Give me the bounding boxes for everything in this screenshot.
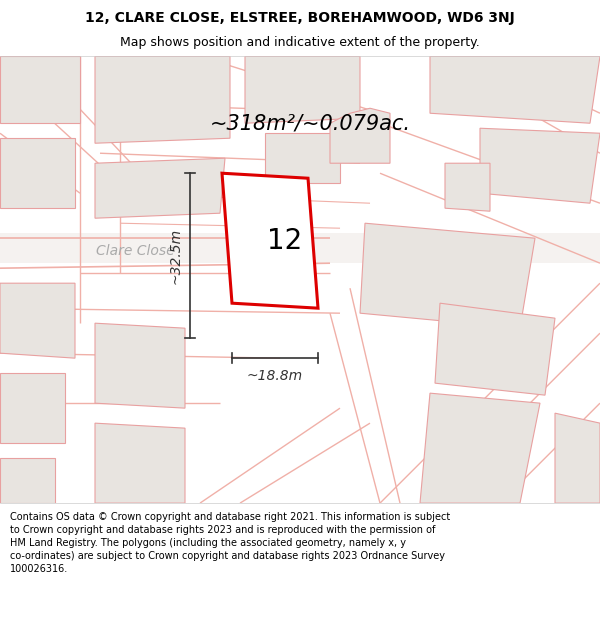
Polygon shape (435, 303, 555, 395)
Polygon shape (430, 56, 600, 123)
Text: ~318m²/~0.079ac.: ~318m²/~0.079ac. (209, 113, 410, 133)
Polygon shape (330, 108, 390, 163)
Polygon shape (95, 323, 185, 408)
Text: 12: 12 (268, 227, 302, 255)
Polygon shape (0, 138, 75, 208)
Text: ~18.8m: ~18.8m (247, 369, 303, 383)
Polygon shape (480, 128, 600, 203)
Polygon shape (265, 133, 340, 183)
Polygon shape (245, 56, 360, 123)
Text: Clare Close: Clare Close (95, 244, 175, 258)
Polygon shape (0, 373, 65, 443)
Polygon shape (95, 423, 185, 503)
Polygon shape (95, 158, 225, 218)
Polygon shape (420, 393, 540, 503)
Polygon shape (0, 283, 75, 358)
Text: Contains OS data © Crown copyright and database right 2021. This information is : Contains OS data © Crown copyright and d… (10, 512, 451, 574)
Polygon shape (95, 56, 230, 143)
Polygon shape (222, 173, 318, 308)
Text: Map shows position and indicative extent of the property.: Map shows position and indicative extent… (120, 36, 480, 49)
Polygon shape (360, 223, 535, 328)
Polygon shape (0, 458, 55, 503)
Text: 12, CLARE CLOSE, ELSTREE, BOREHAMWOOD, WD6 3NJ: 12, CLARE CLOSE, ELSTREE, BOREHAMWOOD, W… (85, 11, 515, 25)
Polygon shape (0, 56, 80, 123)
Polygon shape (555, 413, 600, 503)
Polygon shape (0, 233, 600, 263)
Polygon shape (445, 163, 490, 211)
Text: ~32.5m: ~32.5m (169, 228, 183, 284)
